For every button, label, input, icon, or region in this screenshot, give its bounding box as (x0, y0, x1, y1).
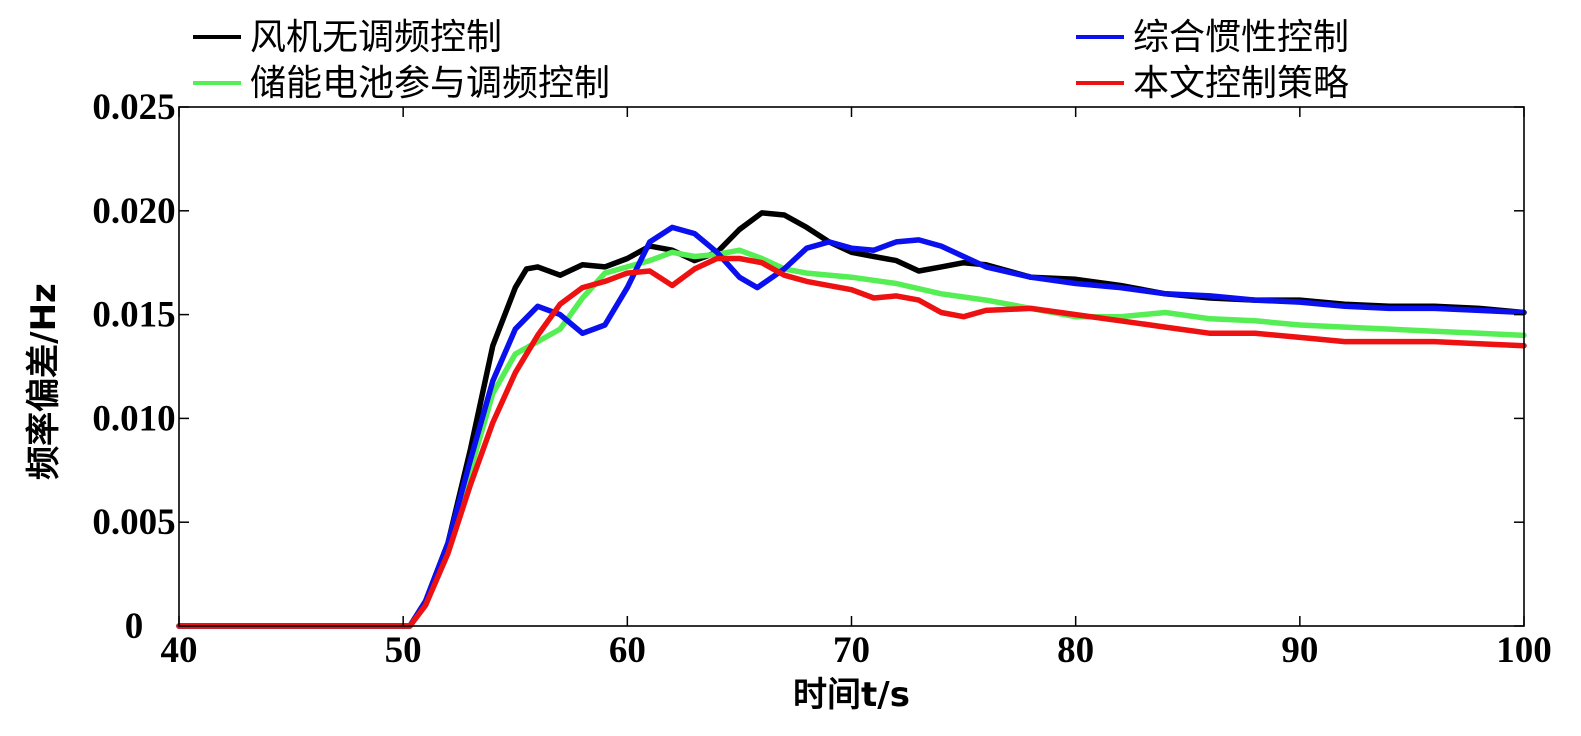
y-tick-label: 0.020 (92, 191, 175, 232)
legend-label: 本文控制策略 (1133, 63, 1349, 104)
x-tick-label: 50 (385, 630, 422, 671)
axis-ticks (178, 106, 1525, 627)
x-tick-label: 40 (161, 630, 198, 671)
legend-label: 综合惯性控制 (1133, 17, 1349, 58)
x-tick-label: 90 (1281, 630, 1318, 671)
x-tick-label: 60 (609, 630, 646, 671)
y-tick-label: 0.010 (92, 398, 175, 439)
y-tick-label: 0.015 (92, 295, 175, 336)
series-line-3 (176, 224, 1527, 629)
y-tick-label: 0.005 (92, 502, 175, 543)
x-tick-label: 70 (833, 630, 870, 671)
plot-series (176, 210, 1527, 629)
x-tick-label: 100 (1496, 630, 1552, 671)
plot-frame (178, 106, 1525, 627)
series-line-4 (176, 255, 1527, 629)
y-axis-label: 频率偏差/Hz (24, 283, 64, 480)
axis-tick-labels: 40 50 60 70 80 90 100 0 0.005 0.010 0.015 0.020 0.02… (92, 87, 1551, 671)
x-axis-label: 时间t/s (793, 675, 910, 715)
x-tick-label: 80 (1057, 630, 1094, 671)
y-tick-label: 0 (125, 606, 144, 647)
legend-label: 储能电池参与调频控制 (250, 63, 610, 104)
series-line-2 (176, 247, 1527, 629)
legend-label: 风机无调频控制 (250, 17, 502, 58)
y-tick-label: 0.025 (92, 87, 175, 128)
